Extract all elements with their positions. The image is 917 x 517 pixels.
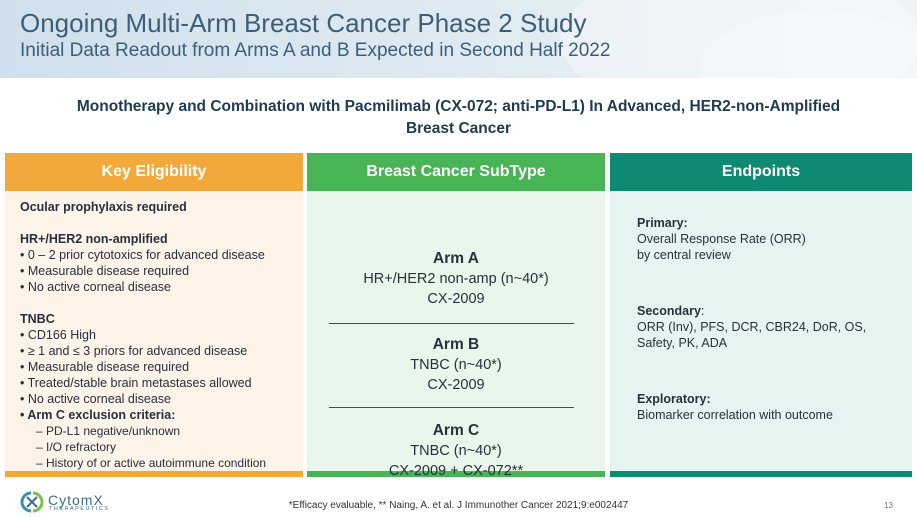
eligibility-subheading: TNBC (20, 312, 55, 326)
eligibility-subline: – PD-L1 negative/unknown (36, 424, 181, 438)
primary-endpoint: Primary: Overall Response Rate (ORR) by … (637, 215, 904, 263)
section-heading-line: Breast Cancer (405, 120, 512, 137)
endpoint-label-row: Secondary: (637, 303, 904, 319)
eligibility-header: Key Eligibility (5, 153, 303, 191)
title-banner: Ongoing Multi-Arm Breast Cancer Phase 2 … (0, 0, 917, 78)
banner-decoration (560, 0, 917, 78)
eligibility-list: Ocular prophylaxis required HR+/HER2 non… (20, 199, 297, 471)
eligibility-line: • ≥ 1 and ≤ 3 priors for advanced diseas… (20, 344, 248, 358)
arm-b: Arm B TNBC (n~40*) CX-2009 (307, 335, 605, 395)
arm-treatment: CX-2009 + CX-072** (388, 463, 524, 479)
eligibility-line: Ocular prophylaxis required (20, 200, 187, 214)
endpoint-line: Overall Response Rate (ORR) (637, 232, 806, 246)
endpoints-header: Endpoints (610, 153, 912, 191)
eligibility-body: Ocular prophylaxis required HR+/HER2 non… (5, 191, 303, 471)
secondary-endpoint: Secondary: ORR (Inv), PFS, DCR, CBR24, D… (637, 303, 904, 351)
subtype-body: Arm A HR+/HER2 non-amp (n~40*) CX-2009 A… (307, 191, 605, 479)
endpoint-line: ORR (Inv), PFS, DCR, CBR24, DoR, OS, (637, 320, 867, 334)
subtype-column: Breast Cancer SubType Arm A HR+/HER2 non… (307, 153, 605, 479)
footnote: *Efficacy evaluable, ** Naing, A. et al.… (288, 500, 629, 511)
endpoint-line: Safety, PK, ADA (637, 336, 728, 350)
subtype-footer-bar (307, 471, 605, 477)
arm-divider (329, 407, 574, 408)
eligibility-subline: – History of or active autoimmune condit… (36, 456, 267, 470)
endpoint-line: Biomarker correlation with outcome (637, 408, 833, 422)
eligibility-column: Key Eligibility Ocular prophylaxis requi… (5, 153, 303, 477)
cytomx-logo: CytomX THERAPEUTICS (20, 490, 140, 514)
section-heading-line: Monotherapy and Combination with Pacmili… (76, 98, 841, 115)
logo-wordmark: CytomX (48, 492, 104, 508)
arm-population: TNBC (n~40*) (410, 443, 502, 459)
cytomx-logo-icon (20, 491, 44, 513)
endpoints-body: Primary: Overall Response Rate (ORR) by … (610, 191, 912, 471)
section-heading: Monotherapy and Combination with Pacmili… (0, 96, 917, 140)
eligibility-line: • Measurable disease required (20, 264, 190, 278)
endpoint-label: Secondary (637, 304, 701, 318)
eligibility-subline: – I/O refractory (36, 440, 117, 454)
endpoints-column: Endpoints Primary: Overall Response Rate… (610, 153, 912, 477)
page-number: 13 (884, 501, 893, 510)
logo-tagline: THERAPEUTICS (49, 506, 110, 512)
slide-title: Ongoing Multi-Arm Breast Cancer Phase 2 … (20, 8, 587, 38)
arm-treatment: CX-2009 (427, 291, 485, 307)
arm-name: Arm C (432, 422, 480, 439)
eligibility-line: • 0 – 2 prior cytotoxics for advanced di… (20, 248, 265, 262)
subtype-header: Breast Cancer SubType (307, 153, 605, 191)
arm-a: Arm A HR+/HER2 non-amp (n~40*) CX-2009 (307, 249, 605, 309)
endpoint-line: by central review (637, 248, 731, 262)
eligibility-line: • Measurable disease required (20, 360, 190, 374)
endpoint-label: Primary: (637, 216, 688, 230)
arm-name: Arm B (432, 336, 480, 353)
arm-c: Arm C TNBC (n~40*) CX-2009 + CX-072** (307, 421, 605, 481)
eligibility-line: • Treated/stable brain metastases allowe… (20, 376, 252, 390)
arm-divider (329, 323, 574, 324)
endpoint-label-colon: : (700, 304, 705, 318)
arm-population: HR+/HER2 non-amp (n~40*) (363, 271, 549, 287)
eligibility-line: • Arm C exclusion criteria: (20, 408, 176, 422)
eligibility-footer-bar (5, 471, 303, 477)
arm-name: Arm A (433, 250, 479, 267)
slide-subtitle: Initial Data Readout from Arms A and B E… (20, 40, 611, 61)
eligibility-line: • No active corneal disease (20, 392, 171, 406)
eligibility-line: • No active corneal disease (20, 280, 171, 294)
endpoint-label: Exploratory: (637, 392, 711, 406)
eligibility-line: • CD166 High (20, 328, 96, 342)
arm-population: TNBC (n~40*) (410, 357, 502, 373)
endpoints-footer-bar (610, 471, 912, 477)
eligibility-subheading: HR+/HER2 non-amplified (20, 232, 168, 246)
arm-treatment: CX-2009 (427, 377, 485, 393)
exploratory-endpoint: Exploratory: Biomarker correlation with … (637, 391, 904, 423)
